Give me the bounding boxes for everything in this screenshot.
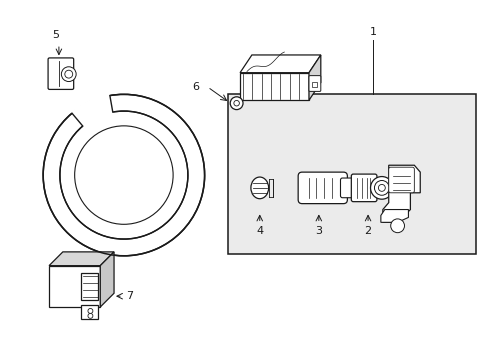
Polygon shape [49, 252, 114, 266]
FancyBboxPatch shape [350, 174, 376, 202]
Bar [49, 266, 100, 307]
Text: 2: 2 [364, 226, 371, 236]
Circle shape [370, 176, 392, 199]
Circle shape [233, 100, 239, 106]
Wedge shape [71, 94, 113, 127]
Bar [240, 73, 308, 100]
FancyBboxPatch shape [298, 172, 346, 204]
FancyBboxPatch shape [388, 167, 413, 193]
Polygon shape [240, 55, 320, 73]
Circle shape [65, 70, 73, 78]
Circle shape [374, 180, 388, 195]
Circle shape [61, 67, 76, 82]
Text: 6: 6 [192, 82, 199, 92]
Circle shape [75, 126, 173, 224]
Polygon shape [308, 55, 320, 100]
Text: 1: 1 [369, 27, 376, 37]
Circle shape [230, 97, 243, 109]
Bar [228, 94, 475, 254]
Ellipse shape [250, 177, 268, 199]
FancyBboxPatch shape [340, 178, 356, 198]
FancyBboxPatch shape [308, 76, 320, 91]
Bar [81, 273, 98, 300]
Text: 3: 3 [315, 226, 322, 236]
Bar [311, 82, 316, 87]
Circle shape [378, 184, 385, 191]
Text: 4: 4 [256, 226, 263, 236]
Text: 7: 7 [126, 291, 133, 301]
Polygon shape [382, 165, 419, 222]
Circle shape [390, 219, 404, 233]
Circle shape [60, 111, 187, 239]
Polygon shape [100, 252, 114, 307]
Circle shape [88, 309, 93, 314]
Polygon shape [380, 210, 407, 222]
FancyBboxPatch shape [48, 58, 74, 89]
Circle shape [43, 94, 204, 256]
Bar [81, 305, 98, 319]
Circle shape [88, 314, 93, 318]
Text: 5: 5 [52, 30, 59, 40]
